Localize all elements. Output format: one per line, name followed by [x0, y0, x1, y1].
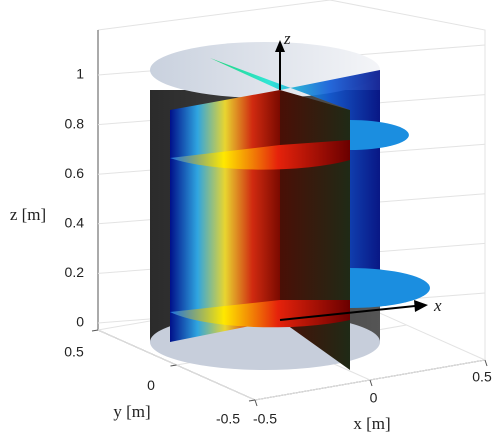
- x-axis-label: x [m]: [353, 414, 390, 433]
- y-tick-label: -0.5: [216, 411, 240, 427]
- x-tick-label: 0.5: [472, 369, 492, 385]
- z-tick-label: 0.6: [65, 165, 85, 181]
- x-tick: [484, 359, 488, 367]
- z-axis-label: z [m]: [10, 205, 46, 224]
- x-tick: [369, 379, 373, 387]
- z-tick-label: 0.4: [65, 215, 85, 231]
- cylinder: [150, 40, 430, 370]
- x-tick-label: 0: [370, 390, 378, 406]
- y-tick-label: 0: [147, 377, 155, 393]
- z-tick-label: 0.2: [65, 264, 85, 280]
- slice-z-low-back: [350, 268, 430, 308]
- x-tick: [254, 399, 258, 407]
- y-axis-label: y [m]: [113, 402, 150, 421]
- y-tick-label: 0.5: [64, 344, 84, 360]
- y-tick: [91, 329, 99, 332]
- z-arrow-head: [275, 40, 285, 52]
- slice-z-high: [170, 140, 350, 170]
- z-tick-label: 0.8: [65, 115, 85, 131]
- x-tick-label: -0.5: [253, 411, 277, 427]
- x-arrow: [279, 305, 416, 321]
- annotation: z: [283, 29, 291, 48]
- z-tick-label: 0: [76, 314, 84, 330]
- x-arrow-head: [414, 300, 428, 312]
- y-tick: [170, 364, 177, 367]
- annotation: x: [433, 296, 442, 315]
- axis-box: [97, 0, 486, 360]
- y-tick: [248, 399, 256, 402]
- z-tick-label: 1: [76, 66, 84, 82]
- slice-z-low: [170, 300, 350, 328]
- slice-z-high-back: [350, 120, 409, 150]
